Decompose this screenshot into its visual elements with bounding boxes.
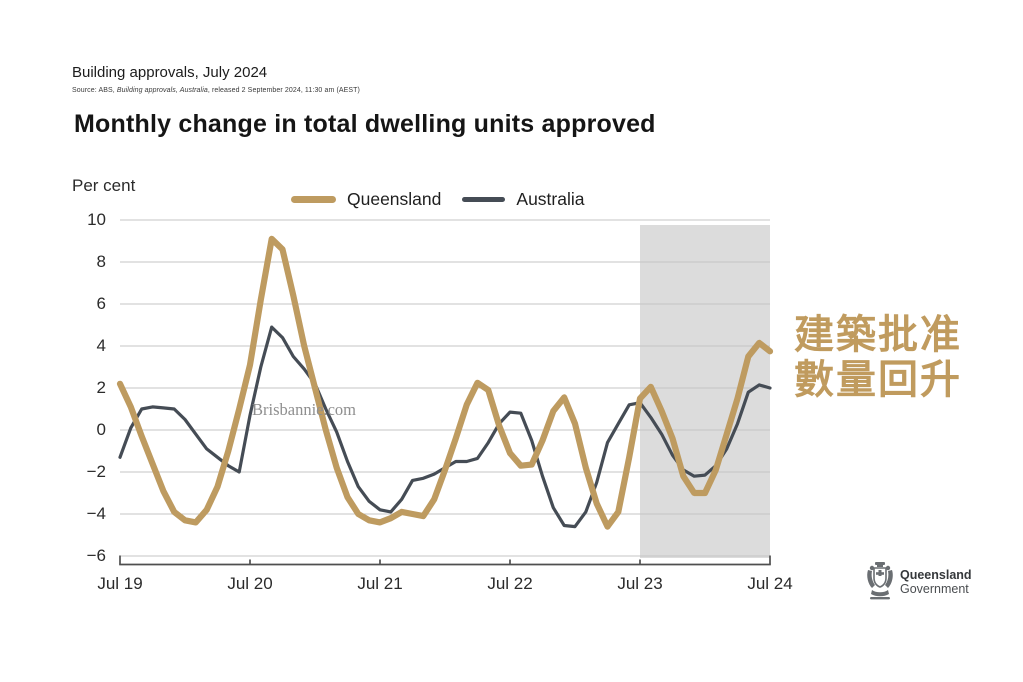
- logo-line-government: Government: [900, 582, 969, 596]
- y-tick-label: −4: [86, 504, 106, 523]
- queensland-government-crest-icon: [867, 562, 893, 600]
- y-tick-label: 0: [96, 420, 106, 439]
- document-title: Building approvals, July 2024: [72, 64, 268, 81]
- y-tick-label: 6: [96, 294, 106, 313]
- y-axis-unit-label: Per cent: [72, 176, 136, 195]
- y-tick-label: 8: [96, 252, 106, 271]
- logo-line-queensland: Queensland: [900, 568, 972, 582]
- y-tick-label: 4: [96, 336, 106, 355]
- annotation-line-1: 建築批准: [794, 313, 962, 357]
- y-tick-label: −6: [86, 546, 106, 565]
- y-tick-label: −2: [86, 462, 106, 481]
- queensland-legend-swatch: [291, 196, 336, 203]
- australia-legend-swatch: [462, 197, 506, 202]
- queensland-line: [116, 235, 774, 530]
- x-tick-label: Jul 24: [747, 574, 793, 593]
- x-tick-label: Jul 20: [227, 574, 273, 593]
- annotation-line-2: 數量回升: [794, 357, 962, 402]
- x-tick-label: Jul 23: [617, 574, 663, 593]
- chart-title: Monthly change in total dwelling units a…: [74, 110, 656, 138]
- annotation-text: 建築批准 數量回升: [794, 313, 962, 403]
- x-tick-label: Jul 19: [97, 574, 143, 593]
- x-tick-label: Jul 22: [487, 574, 533, 593]
- x-tick-label: Jul 21: [357, 574, 403, 593]
- australia-legend-label: Australia: [516, 189, 585, 209]
- source-note-suffix: , released 2 September 2024, 11:30 am (A…: [207, 87, 360, 94]
- y-tick-label: 10: [87, 210, 106, 229]
- queensland-government-logo: Queensland Government: [866, 560, 972, 604]
- queensland-legend-label: Queensland: [347, 189, 442, 209]
- source-note-prefix: Source: ABS,: [72, 87, 117, 94]
- source-note: Source: ABS, Building approvals, Austral…: [72, 87, 360, 94]
- watermark: Brisbannie.com: [252, 400, 357, 419]
- legend: Queensland Australia: [291, 189, 584, 210]
- y-tick-label: 2: [96, 378, 106, 397]
- source-note-publication: Building approvals, Australia: [116, 87, 208, 94]
- queensland-government-wordmark: Queensland Government: [900, 568, 972, 596]
